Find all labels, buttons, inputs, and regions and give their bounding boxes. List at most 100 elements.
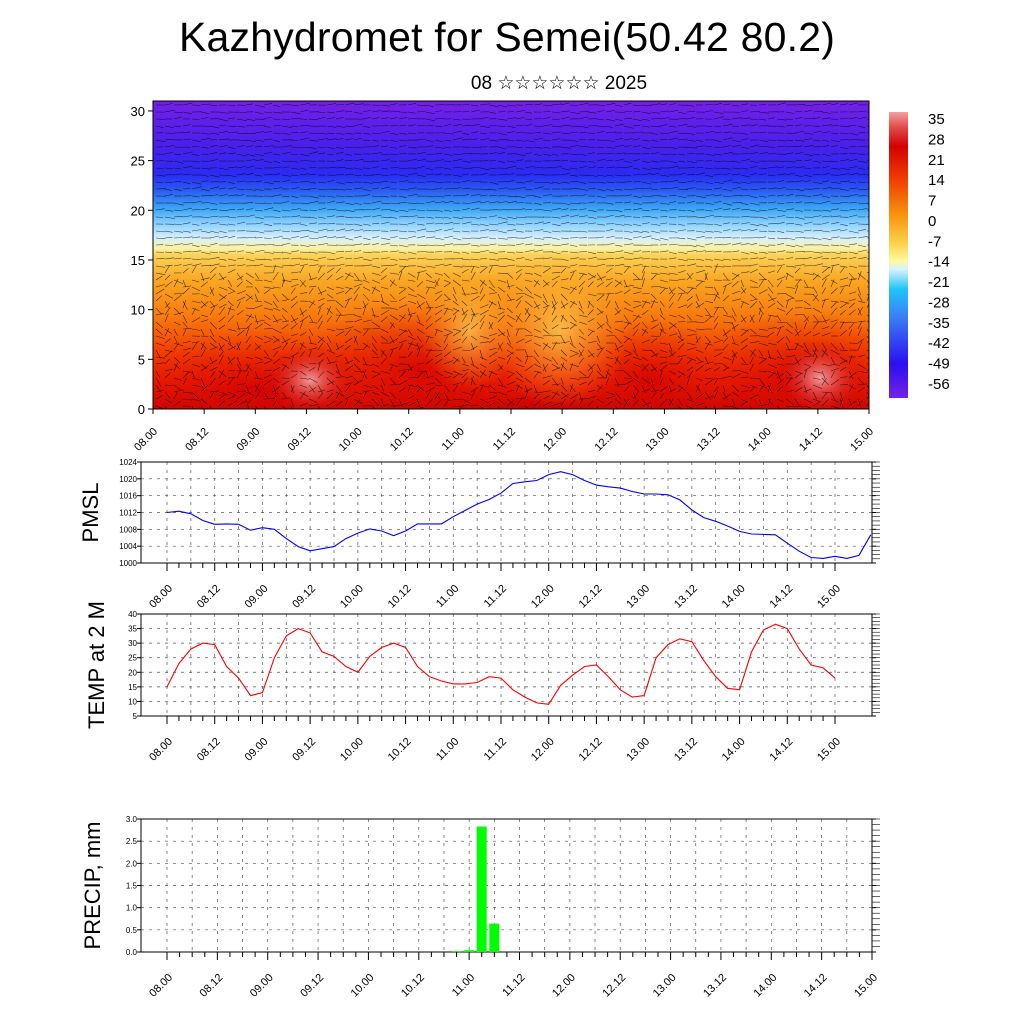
wind-barb <box>254 370 259 379</box>
wind-barb <box>236 370 241 379</box>
wind-barb <box>209 132 220 135</box>
wind-barb <box>533 370 542 374</box>
wind-barb <box>623 166 633 169</box>
wind-barb <box>614 290 623 295</box>
wind-barb <box>407 272 416 278</box>
wind-barb <box>605 235 615 239</box>
wind-barb <box>839 223 848 227</box>
wind-barb <box>398 271 403 281</box>
wind-barb <box>281 335 288 345</box>
wind-barb <box>803 109 812 113</box>
wind-barb <box>812 229 823 232</box>
wind-barb <box>380 145 389 148</box>
wind-barb <box>227 117 235 120</box>
wind-barb <box>173 278 179 288</box>
wind-barb <box>650 286 661 288</box>
wind-barb <box>254 202 265 204</box>
wind-barb <box>443 391 448 399</box>
wind-barb <box>632 138 641 141</box>
wind-barb <box>776 314 781 322</box>
wind-barb <box>722 258 732 261</box>
wind-barb <box>272 160 281 164</box>
wind-barb <box>479 349 484 360</box>
wind-barb <box>281 293 288 300</box>
wind-barb <box>551 367 561 372</box>
wind-barb <box>713 293 721 299</box>
wind-barb <box>182 348 192 351</box>
wind-barb <box>425 173 434 176</box>
wind-barb <box>164 194 173 197</box>
wind-barb <box>200 405 204 409</box>
wind-barb <box>263 391 269 399</box>
wind-barb <box>362 264 372 267</box>
wind-barb <box>245 293 253 300</box>
wind-barb <box>407 230 417 233</box>
wind-barb <box>722 329 731 337</box>
wind-barb <box>632 230 643 233</box>
wind-barb <box>272 358 281 365</box>
wind-barb <box>587 300 595 308</box>
wind-barb <box>578 342 585 349</box>
wind-barb <box>839 188 849 191</box>
wind-barb <box>659 385 668 393</box>
wind-barb <box>722 167 732 170</box>
wind-barb <box>425 244 435 246</box>
wind-barb <box>713 187 723 190</box>
wind-barb <box>353 314 362 318</box>
wind-barb <box>659 195 668 198</box>
wind-barb <box>659 202 670 205</box>
wind-barb <box>353 174 362 176</box>
wind-barb <box>839 349 849 351</box>
wind-barb <box>344 229 355 232</box>
wind-barb <box>848 384 854 393</box>
wind-barb <box>308 321 318 324</box>
wind-barb <box>164 349 174 353</box>
wind-barb <box>659 288 666 295</box>
wind-barb <box>326 328 336 332</box>
wind-barb <box>308 201 319 204</box>
wind-barb <box>479 201 490 204</box>
wind-barb <box>272 251 283 254</box>
wind-barb <box>866 368 869 372</box>
wind-barb <box>443 398 452 401</box>
wind-barb <box>704 395 714 400</box>
wind-barb <box>434 222 444 225</box>
wind-barb <box>659 237 669 241</box>
wind-barb <box>371 370 381 374</box>
wind-barb <box>254 249 265 253</box>
wind-barb <box>758 265 768 268</box>
wind-barb <box>164 358 171 365</box>
wind-barb <box>749 111 760 113</box>
x-tick-label: 15.00 <box>852 972 880 1000</box>
wind-barb <box>758 279 764 288</box>
wind-barb <box>173 230 183 233</box>
wind-barb <box>578 273 585 281</box>
wind-barb <box>551 251 561 255</box>
wind-barb <box>164 280 173 288</box>
wind-barb <box>227 131 238 134</box>
wind-barb <box>479 280 486 288</box>
wind-barb <box>344 160 353 162</box>
wind-barb <box>290 385 295 393</box>
wind-barb <box>605 395 615 400</box>
wind-barb <box>641 173 652 176</box>
wind-barb <box>209 287 215 295</box>
wind-barb <box>236 153 247 157</box>
wind-barb <box>281 342 289 351</box>
wind-barb <box>749 144 760 148</box>
wind-barb <box>191 250 202 253</box>
wind-barb <box>299 160 309 162</box>
wind-barb <box>461 216 472 218</box>
wind-barb <box>308 118 319 121</box>
wind-barb <box>731 342 739 346</box>
wind-barb <box>326 153 335 156</box>
x-tick-label: 13.00 <box>624 736 652 764</box>
wind-barb <box>182 222 191 225</box>
wind-barb <box>623 160 632 164</box>
wind-barb <box>767 201 777 204</box>
wind-barb <box>839 398 844 407</box>
wind-barb <box>416 271 420 281</box>
wind-barb <box>164 302 170 309</box>
wind-barb <box>245 118 256 121</box>
wind-barb <box>245 322 253 330</box>
